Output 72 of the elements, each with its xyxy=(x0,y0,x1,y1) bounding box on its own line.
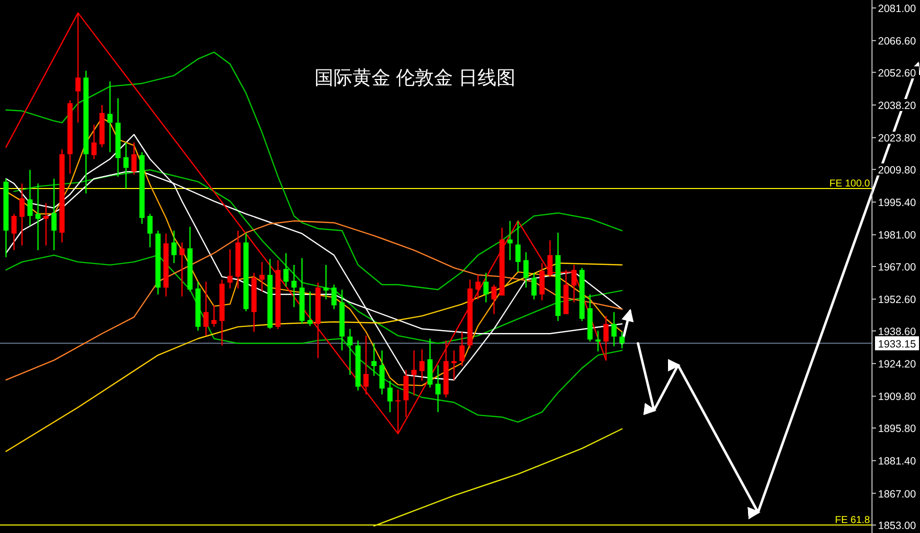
candlestick xyxy=(331,284,337,310)
y-tick-label: 1924.20 xyxy=(878,358,916,371)
candlestick xyxy=(419,348,425,382)
candlestick xyxy=(547,240,553,278)
candlestick xyxy=(51,178,57,251)
y-tick-label: 2009.80 xyxy=(878,164,916,176)
candlestick xyxy=(43,202,49,246)
line-series xyxy=(5,52,623,290)
candlestick xyxy=(475,274,481,300)
y-tick-label: 1995.40 xyxy=(878,197,916,210)
y-tick-label: 1967.00 xyxy=(878,262,916,274)
y-tick-label: 2066.60 xyxy=(878,36,916,48)
y-tick-label: 2038.20 xyxy=(878,100,916,112)
line-series xyxy=(5,220,623,380)
y-tick-label: 1867.00 xyxy=(878,488,916,500)
ref-line-label: FE 100.0 xyxy=(829,178,870,190)
line-series xyxy=(373,428,623,527)
candlestick xyxy=(19,182,25,246)
y-tick-label: 1895.80 xyxy=(878,422,916,435)
line-series xyxy=(5,262,623,452)
candlestick xyxy=(379,350,385,396)
ref-line-label: FE 61.8 xyxy=(834,515,870,526)
candlestick xyxy=(307,290,313,327)
y-tick-label: 2081.00 xyxy=(878,2,916,15)
candlestick xyxy=(523,252,529,288)
candlestick xyxy=(531,272,537,300)
y-tick-label: 2052.60 xyxy=(878,67,916,80)
candlestick xyxy=(323,264,329,300)
y-tick-label: 1881.40 xyxy=(878,456,916,468)
candlestick xyxy=(227,248,233,290)
candlestick xyxy=(371,342,377,376)
ref-line-label: 1933.15 xyxy=(878,338,916,350)
candlestick xyxy=(595,330,601,352)
candlestick xyxy=(147,213,153,248)
candlestick xyxy=(515,220,521,273)
candlestick xyxy=(363,335,369,396)
candlestick xyxy=(259,261,265,292)
candlestick xyxy=(131,142,137,176)
candlestick xyxy=(411,350,417,396)
candlestick xyxy=(27,169,33,226)
candlestick xyxy=(571,264,577,303)
candlestick xyxy=(171,230,177,264)
y-tick-label: 1981.00 xyxy=(878,230,916,242)
candlestick xyxy=(291,264,297,308)
candlestick xyxy=(347,328,353,376)
candlestick xyxy=(451,350,457,381)
text: 国际黄金 伦敦金 日线图 xyxy=(314,68,516,89)
y-tick-label: 2023.80 xyxy=(878,132,916,145)
y-tick-label: 1853.00 xyxy=(878,520,916,532)
candlestick xyxy=(123,142,129,190)
candlestick xyxy=(203,281,209,336)
line-series xyxy=(5,254,623,423)
line-series xyxy=(13,169,623,344)
candlestick xyxy=(611,311,617,347)
y-tick-label: 1909.80 xyxy=(878,391,916,404)
candlestick xyxy=(107,80,113,153)
candlestick xyxy=(539,262,545,301)
candlestick xyxy=(459,331,465,367)
candlestick xyxy=(35,182,41,251)
candlestick xyxy=(211,304,217,328)
y-tick-label: 1938.60 xyxy=(878,326,916,338)
candlestick xyxy=(619,331,625,349)
candlestick xyxy=(387,380,393,413)
candlestick xyxy=(483,272,489,303)
candlestick xyxy=(179,242,185,298)
candlestick xyxy=(11,213,17,251)
candlestick xyxy=(507,220,513,261)
candlestick xyxy=(283,252,289,288)
candlestick xyxy=(491,284,497,315)
y-tick-label: 1952.60 xyxy=(878,294,916,306)
candlestick xyxy=(435,364,441,413)
candlestick xyxy=(91,124,97,160)
